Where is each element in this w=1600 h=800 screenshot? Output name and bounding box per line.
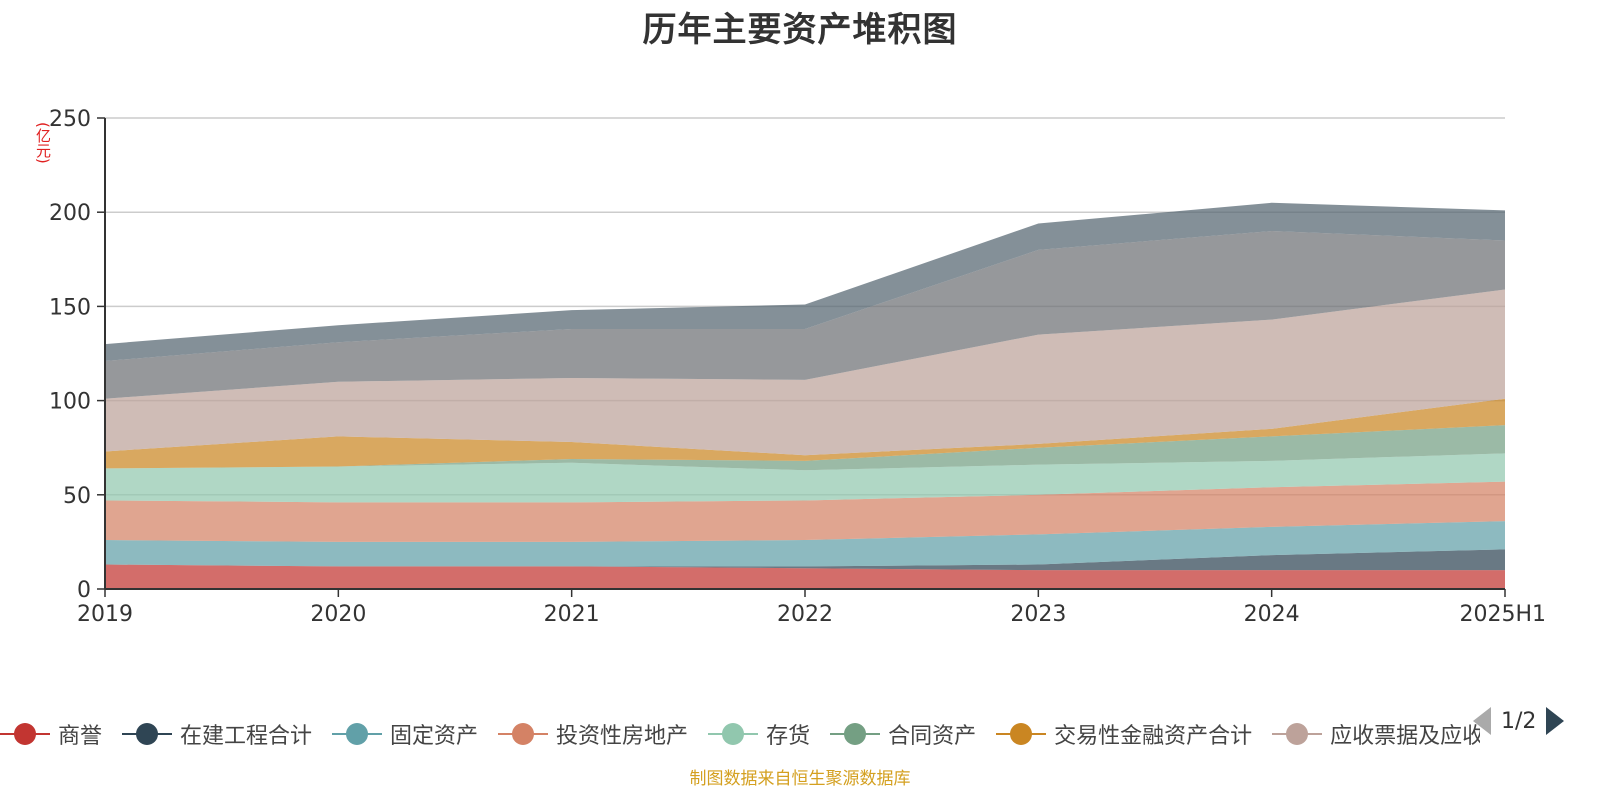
legend-pager: 1/2 <box>1470 706 1600 736</box>
legend-item-8[interactable]: 应收票据及应收账款 <box>1272 716 1480 752</box>
legend-marker-icon <box>708 722 759 746</box>
legend-item-7[interactable]: 交易性金融资产合计 <box>996 716 1252 752</box>
source-note: 制图数据来自恒生聚源数据库 <box>689 769 911 789</box>
y-tick-label-200: 200 <box>49 201 91 226</box>
x-tick-label-2021: 2021 <box>544 602 600 627</box>
legend-item-1[interactable]: 商誉 <box>0 716 102 752</box>
area-series-10 <box>105 202 1505 362</box>
legend-item-5[interactable]: 存货 <box>708 716 810 752</box>
legend: 商誉 在建工程合计 固定资产 投资性房地产 存货 合同资产 交易性金融资产合计 应收票据及应收… <box>0 716 1480 752</box>
legend-label: 合同资产 <box>888 724 977 749</box>
legend-label: 应收票据及应收账款 <box>1330 724 1480 749</box>
chart-title: 历年主要资产堆积图 <box>642 10 958 50</box>
area-layer <box>105 202 1505 589</box>
x-tick-label-2022: 2022 <box>777 602 833 627</box>
area-series-3 <box>105 521 1505 567</box>
y-tick-label-0: 0 <box>77 578 91 603</box>
y-tick-label-100: 100 <box>49 390 91 415</box>
pager-next-icon[interactable] <box>1546 707 1565 735</box>
legend-label: 投资性房地产 <box>556 724 689 749</box>
area-series-5 <box>105 453 1505 503</box>
legend-marker-icon <box>830 722 881 746</box>
legend-item-2[interactable]: 在建工程合计 <box>122 716 312 752</box>
legend-marker-icon <box>1272 722 1323 746</box>
legend-label: 存货 <box>766 724 811 749</box>
x-tick-label-2020: 2020 <box>310 602 366 627</box>
legend-marker-icon <box>122 722 173 746</box>
axis-layer: 0 50 100 150 200 250 2019 2020 2021 2022 2023 2024 2… <box>49 107 1546 627</box>
y-tick-label-150: 150 <box>49 295 91 320</box>
y-axis-unit-label: (亿元) <box>34 122 52 164</box>
legend-label: 固定资产 <box>390 724 479 749</box>
legend-marker-icon <box>996 722 1047 746</box>
legend-label: 交易性金融资产合计 <box>1054 724 1253 749</box>
y-tick-label-50: 50 <box>63 484 91 509</box>
legend-item-6[interactable]: 合同资产 <box>830 716 976 752</box>
pager-prev-icon[interactable] <box>1473 707 1491 735</box>
y-tick-label-250: 250 <box>49 107 91 132</box>
x-tick-label-2024: 2024 <box>1244 602 1300 627</box>
legend-label: 在建工程合计 <box>180 724 313 749</box>
legend-item-4[interactable]: 投资性房地产 <box>498 716 688 752</box>
x-tick-label-2023: 2023 <box>1010 602 1066 627</box>
x-tick-label-2025H1: 2025H1 <box>1459 602 1546 627</box>
area-series-6 <box>105 425 1505 471</box>
x-tick-label-2019: 2019 <box>77 602 133 627</box>
legend-marker-icon <box>332 722 383 746</box>
legend-marker-icon <box>498 722 549 746</box>
area-series-4 <box>105 481 1505 542</box>
legend-marker-icon <box>0 722 50 746</box>
area-series-8 <box>105 289 1505 456</box>
legend-label: 商誉 <box>58 724 103 749</box>
area-series-1 <box>105 564 1505 589</box>
pager-text: 1/2 <box>1501 708 1537 734</box>
area-series-7 <box>105 398 1505 469</box>
area-series-2 <box>105 549 1505 571</box>
legend-item-3[interactable]: 固定资产 <box>332 716 478 752</box>
area-series-9 <box>105 231 1505 399</box>
